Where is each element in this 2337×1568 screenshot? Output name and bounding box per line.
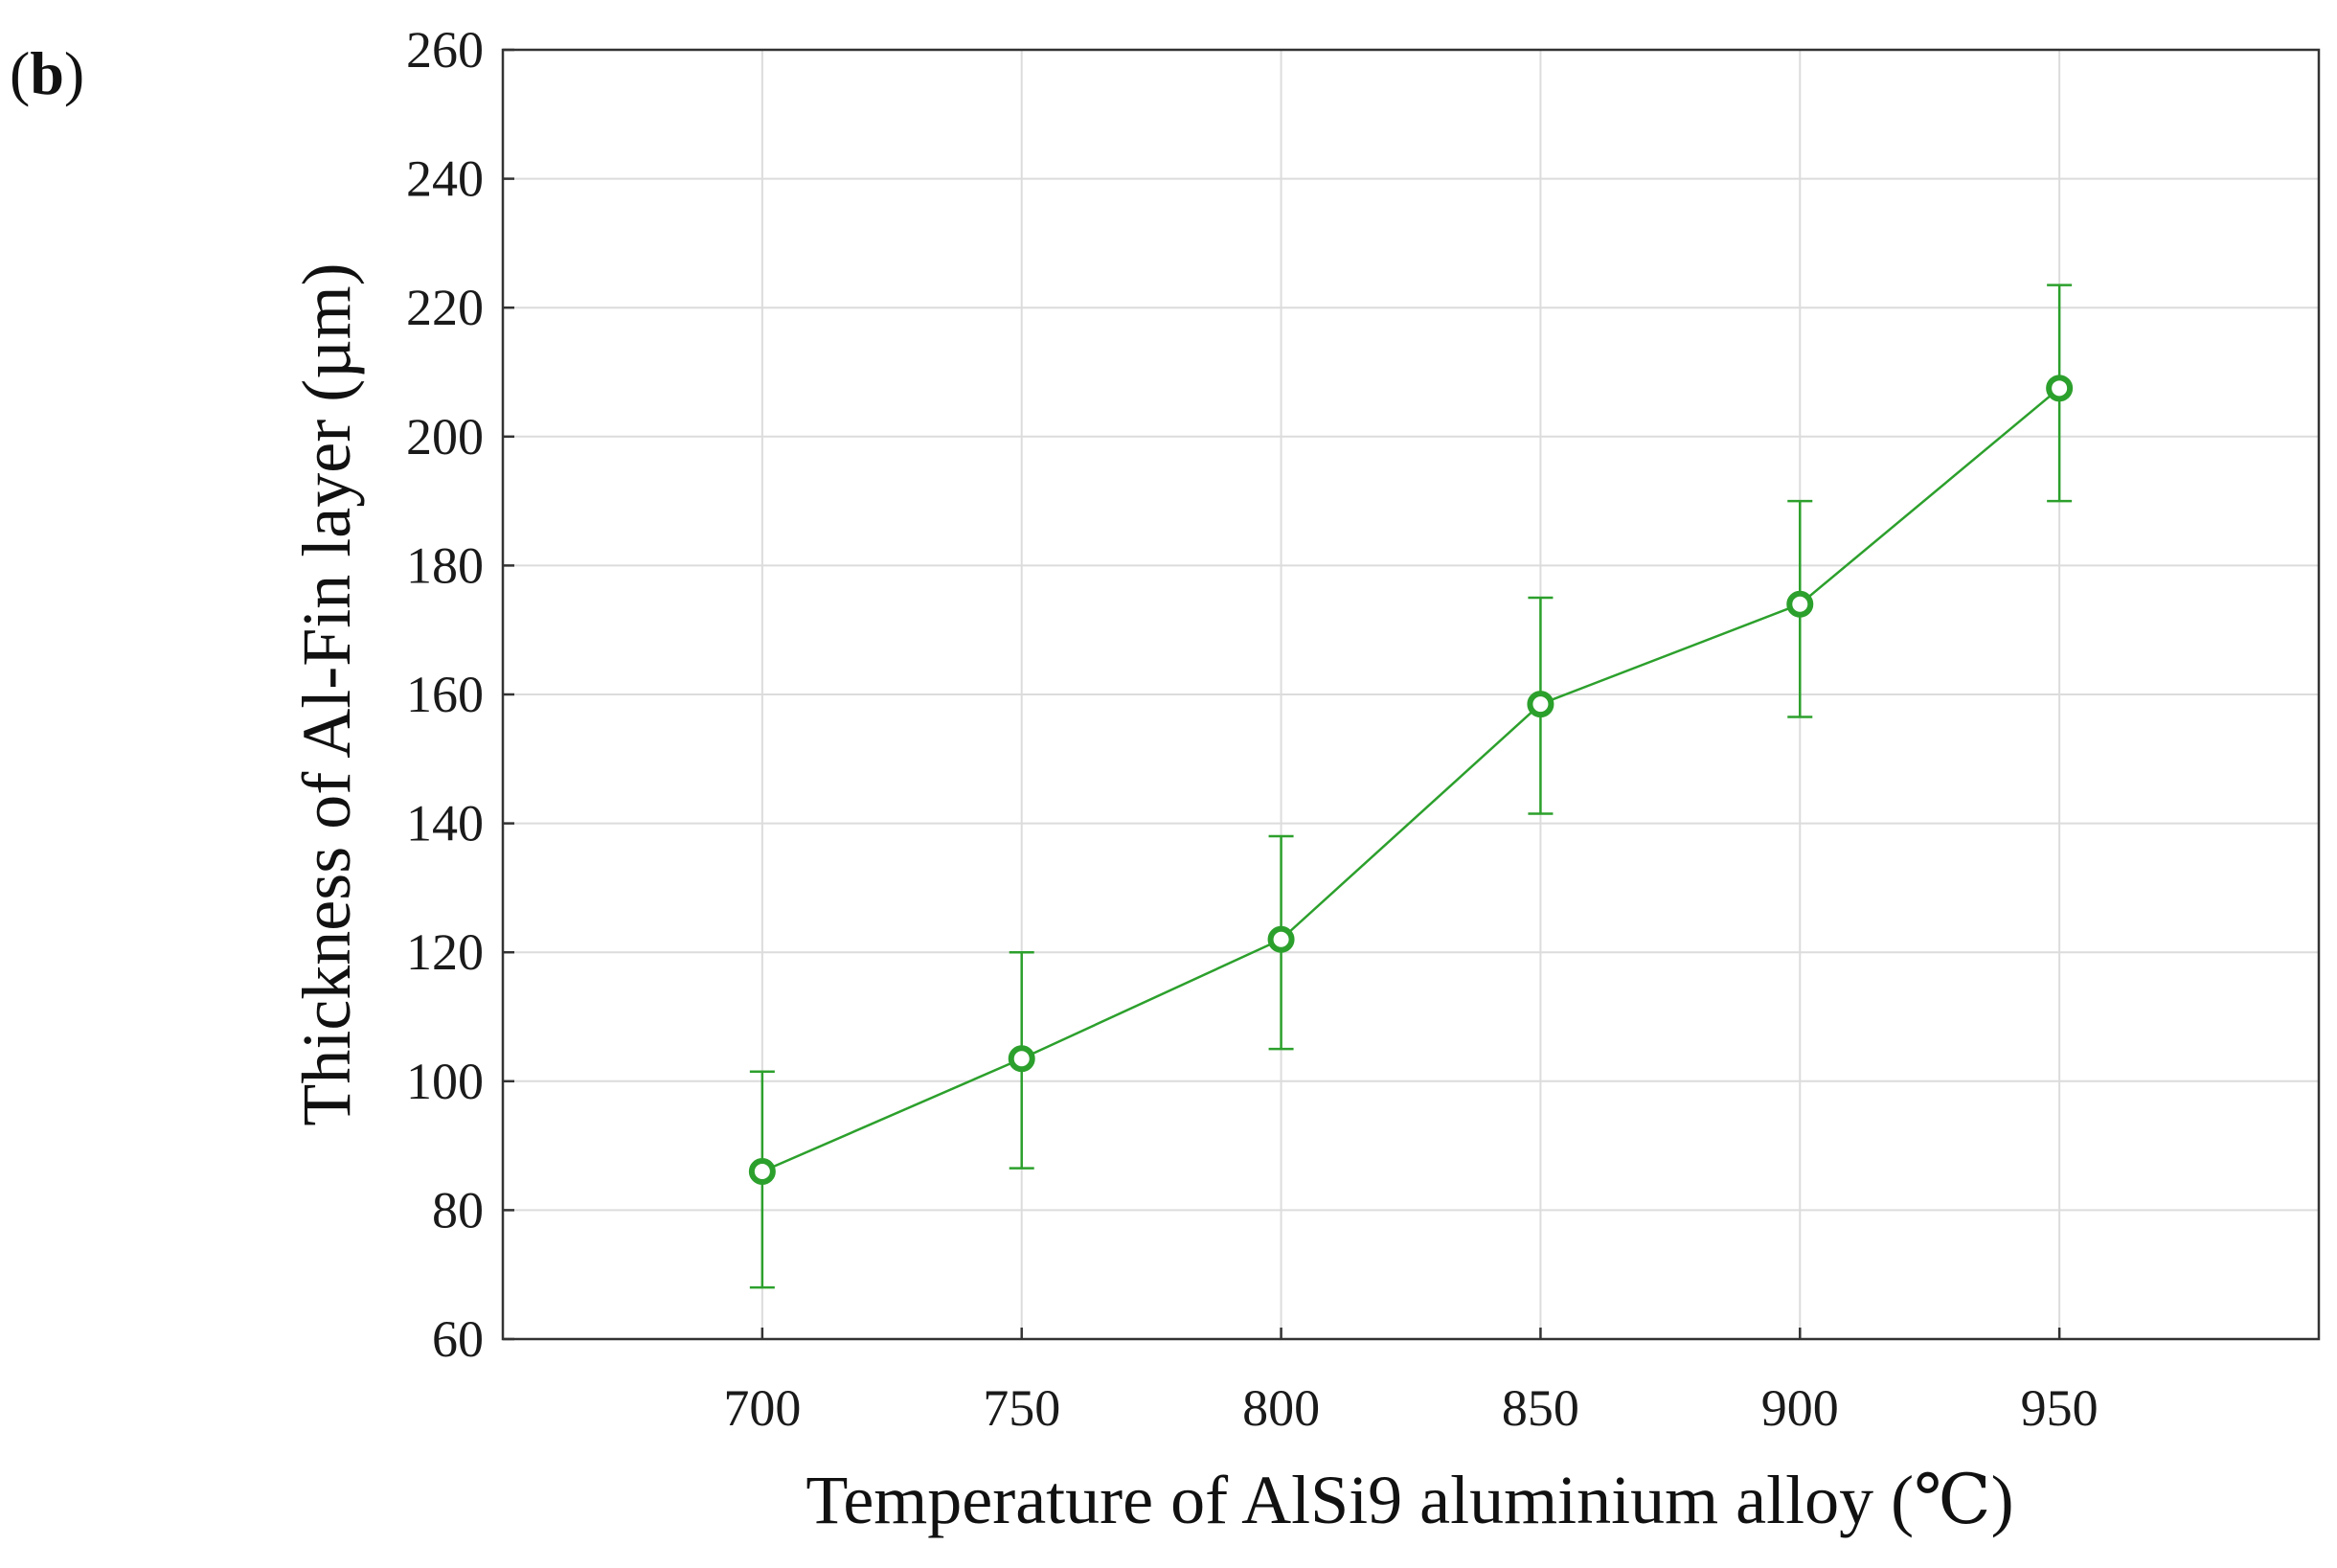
data-point <box>2046 375 2074 402</box>
data-point <box>1786 590 1814 618</box>
x-tick-label: 850 <box>1502 1379 1579 1437</box>
plot-frame <box>501 48 2321 1341</box>
y-tick-label: 200 <box>406 408 484 466</box>
axis-ticks: 60 80 100 120 140 160 180 200 220 240 260 700 750 800… <box>406 21 2099 1437</box>
x-tick-label: 900 <box>1761 1379 1839 1437</box>
error-bars <box>749 284 2073 1289</box>
y-tick-label: 60 <box>432 1310 484 1368</box>
series-line <box>761 387 2060 1173</box>
y-tick-label: 240 <box>406 150 484 208</box>
x-axis-title: Temperature of AlSi9 aluminium alloy (℃) <box>805 1462 2013 1538</box>
y-tick-label: 140 <box>406 795 484 852</box>
data-point <box>1267 925 1295 953</box>
x-tick-label: 700 <box>723 1379 801 1437</box>
panel-label: (b) <box>10 39 84 107</box>
x-tick-label: 750 <box>983 1379 1060 1437</box>
data-point <box>1527 691 1554 718</box>
grid <box>503 50 2319 1339</box>
y-tick-label: 220 <box>406 279 484 336</box>
data-point <box>1008 1045 1035 1073</box>
y-tick-label: 260 <box>406 21 484 79</box>
y-tick-label: 160 <box>406 666 484 723</box>
y-axis-title: Thickness of Al-Fin layer (µm) <box>288 262 365 1125</box>
series-group <box>748 375 2074 1186</box>
y-tick-label: 120 <box>406 923 484 981</box>
data-point <box>748 1158 776 1186</box>
y-tick-label: 100 <box>406 1053 484 1110</box>
y-tick-label: 80 <box>432 1181 484 1238</box>
y-tick-label: 180 <box>406 536 484 594</box>
x-tick-label: 950 <box>2021 1379 2099 1437</box>
x-tick-label: 800 <box>1242 1379 1320 1437</box>
